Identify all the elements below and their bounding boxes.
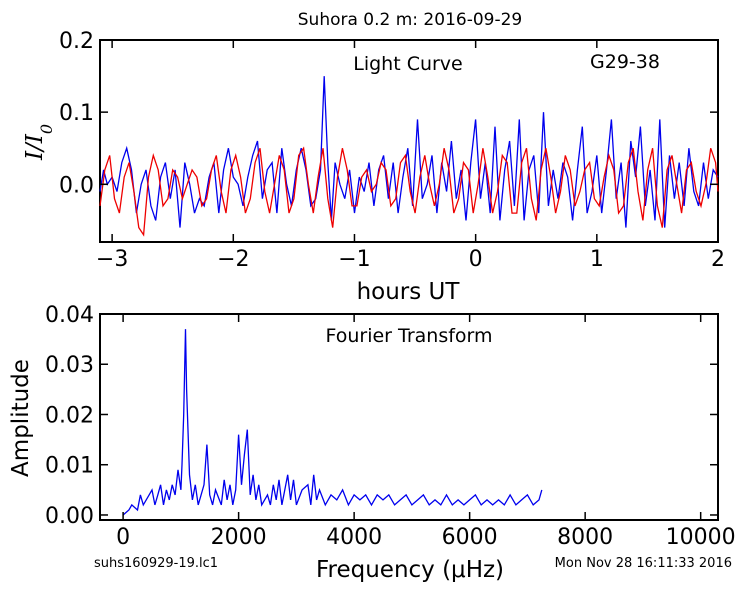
light-curve-xtick-label: 0 [469, 247, 483, 272]
fourier-xtick-label: 0 [116, 525, 130, 550]
fourier-ytick-label: 0.02 [45, 403, 94, 428]
fourier-xtick-label: 2000 [211, 525, 267, 550]
light-curve-panel: −3 −2 −1 0 1 2 0.0 0.1 0.2 Light Curve G29-38 ho… [22, 29, 725, 305]
light-curve-xtick-label: −1 [338, 247, 370, 272]
fourier-xtick-label: 8000 [557, 525, 613, 550]
fourier-ticks: 0 2000 4000 6000 8000 10000 0.00 0.01 0.02 0.03 0.… [45, 303, 736, 550]
light-curve-ytick-label: 0.0 [59, 173, 94, 198]
light-curve-series-line-0 [99, 76, 719, 228]
light-curve-annotation: Light Curve [353, 53, 463, 75]
fourier-series-line-0 [122, 329, 543, 516]
light-curve-xtick-label: −3 [96, 247, 128, 272]
fourier-panel: 0 2000 4000 6000 8000 10000 0.00 0.01 0.02 0.03 0.… [8, 303, 736, 583]
light-curve-xtick-label: 1 [590, 247, 604, 272]
light-curve-ytick-label: 0.1 [59, 101, 94, 126]
fourier-xtick-label: 4000 [326, 525, 382, 550]
light-curve-xlabel: hours UT [357, 279, 461, 305]
light-curve-ylabel: I/I0 [22, 124, 56, 161]
light-curve-ytick-label: 0.2 [59, 29, 94, 54]
footer-filename: suhs160929-19.lc1 [94, 556, 218, 571]
fourier-ytick-label: 0.01 [45, 454, 94, 479]
fourier-series-group [122, 329, 543, 516]
fourier-annotation: Fourier Transform [325, 325, 492, 347]
light-curve-frame [99, 39, 719, 243]
fourier-xtick-label: 6000 [442, 525, 498, 550]
fourier-ytick-label: 0.00 [45, 504, 94, 529]
light-curve-series-line-1 [99, 146, 719, 237]
fourier-ylabel: Amplitude [8, 359, 34, 477]
light-curve-series-group [99, 76, 719, 237]
page-title: Suhora 0.2 m: 2016-09-29 [298, 10, 522, 30]
fourier-frame [99, 313, 719, 521]
light-curve-ticks: −3 −2 −1 0 1 2 0.0 0.1 0.2 [59, 29, 725, 272]
fourier-ytick-label: 0.03 [45, 353, 94, 378]
object-label: G29-38 [590, 51, 660, 73]
fourier-xtick-label: 10000 [666, 525, 736, 550]
footer-timestamp: Mon Nov 28 16:11:33 2016 [555, 556, 732, 571]
fourier-xlabel: Frequency (μHz) [316, 557, 504, 583]
light-curve-xtick-label: 2 [711, 247, 725, 272]
light-curve-xtick-label: −2 [217, 247, 249, 272]
fourier-ytick-label: 0.04 [45, 303, 94, 328]
